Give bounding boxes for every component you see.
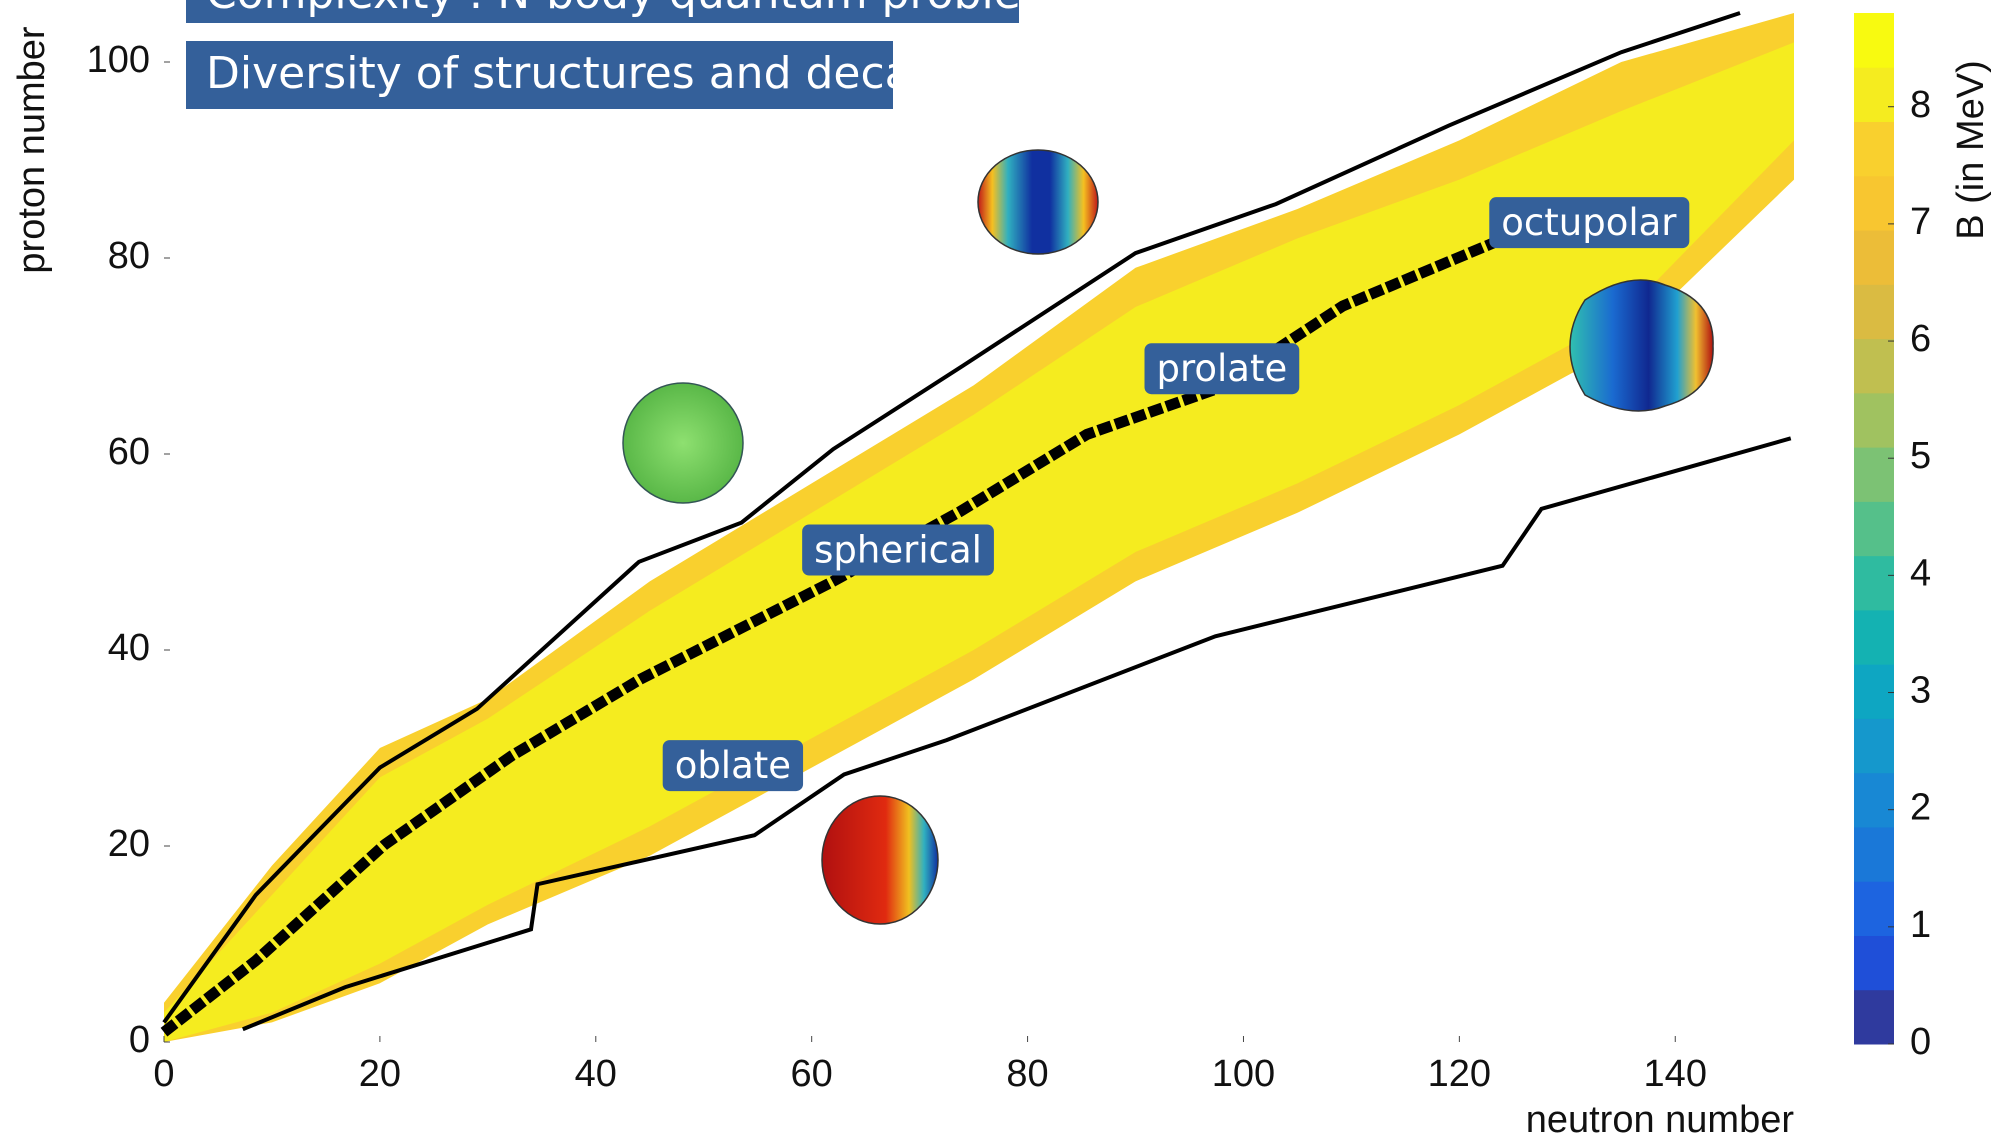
colorbar-segment bbox=[1854, 935, 1894, 990]
colorbar-segment bbox=[1854, 610, 1894, 665]
colorbar-segment bbox=[1854, 664, 1894, 719]
y-tick-label: 100 bbox=[87, 39, 150, 81]
y-tick-label: 80 bbox=[108, 235, 150, 277]
colorbar-segment bbox=[1854, 556, 1894, 611]
deformed-nucleus-icon bbox=[978, 150, 1098, 254]
colorbar-segment bbox=[1854, 990, 1894, 1045]
colorbar-segment bbox=[1854, 284, 1894, 339]
colorbar-segment bbox=[1854, 773, 1894, 828]
x-tick-label: 80 bbox=[1006, 1053, 1048, 1095]
colorbar-segment bbox=[1854, 13, 1894, 68]
colorbar-segment bbox=[1854, 447, 1894, 502]
annotation-label: oblate bbox=[675, 744, 791, 787]
x-tick-label: 140 bbox=[1644, 1053, 1707, 1095]
colorbar-tick-label: 2 bbox=[1910, 787, 1931, 829]
x-tick-label: 0 bbox=[153, 1053, 174, 1095]
y-tick-label: 60 bbox=[108, 431, 150, 473]
annotation: oblate bbox=[663, 740, 803, 791]
colorbar-tick-label: 0 bbox=[1910, 1021, 1931, 1063]
x-tick-label: 20 bbox=[359, 1053, 401, 1095]
colorbar-label: B (in MeV) bbox=[1950, 60, 1992, 239]
colorbar-segment bbox=[1854, 176, 1894, 231]
annotation: spherical bbox=[802, 525, 994, 576]
colorbar-segment bbox=[1854, 67, 1894, 122]
y-tick-label: 0 bbox=[129, 1019, 150, 1061]
y-axis-label: proton number bbox=[11, 26, 53, 273]
chart: Complexity : N-body quantum problem Dive… bbox=[0, 0, 2009, 1141]
colorbar-tick-label: 6 bbox=[1910, 318, 1931, 360]
colorbar-tick-label: 8 bbox=[1910, 84, 1931, 126]
colorbar-segment bbox=[1854, 501, 1894, 556]
annotation-label: spherical bbox=[814, 529, 982, 572]
colorbar-tick-label: 7 bbox=[1910, 201, 1931, 243]
y-tick-label: 20 bbox=[108, 823, 150, 865]
colorbar-segment bbox=[1854, 718, 1894, 773]
colorbar-segment bbox=[1854, 827, 1894, 882]
annotation: prolate bbox=[1145, 343, 1300, 394]
colorbar-segment bbox=[1854, 881, 1894, 936]
annotation-label: prolate bbox=[1157, 347, 1288, 390]
x-tick-label: 60 bbox=[791, 1053, 833, 1095]
colorbar-tick-label: 4 bbox=[1910, 552, 1931, 594]
colorbar-tick-label: 5 bbox=[1910, 435, 1931, 477]
colorbar-tick-label: 1 bbox=[1910, 904, 1931, 946]
x-axis-label: neutron number bbox=[1526, 1099, 1795, 1141]
y-tick-label: 40 bbox=[108, 627, 150, 669]
colorbar-tick-label: 3 bbox=[1910, 670, 1931, 712]
colorbar-segment bbox=[1854, 122, 1894, 177]
x-tick-label: 100 bbox=[1212, 1053, 1275, 1095]
header-text: Diversity of structures and decays bbox=[206, 48, 961, 99]
annotation-label: octupolar bbox=[1501, 201, 1677, 244]
x-tick-label: 120 bbox=[1428, 1053, 1491, 1095]
octupolar-nucleus-icon bbox=[1570, 280, 1713, 411]
colorbar-segment bbox=[1854, 393, 1894, 448]
spherical-nucleus-icon bbox=[623, 383, 743, 503]
colorbar-segment bbox=[1854, 339, 1894, 394]
colorbar-segment bbox=[1854, 230, 1894, 285]
header-text: Complexity : N-body quantum problem bbox=[206, 0, 1064, 19]
x-tick-label: 40 bbox=[575, 1053, 617, 1095]
oblate-nucleus-icon bbox=[822, 796, 938, 924]
annotation: octupolar bbox=[1489, 197, 1689, 248]
page: Complexity : N-body quantum problem Dive… bbox=[0, 0, 2009, 1141]
